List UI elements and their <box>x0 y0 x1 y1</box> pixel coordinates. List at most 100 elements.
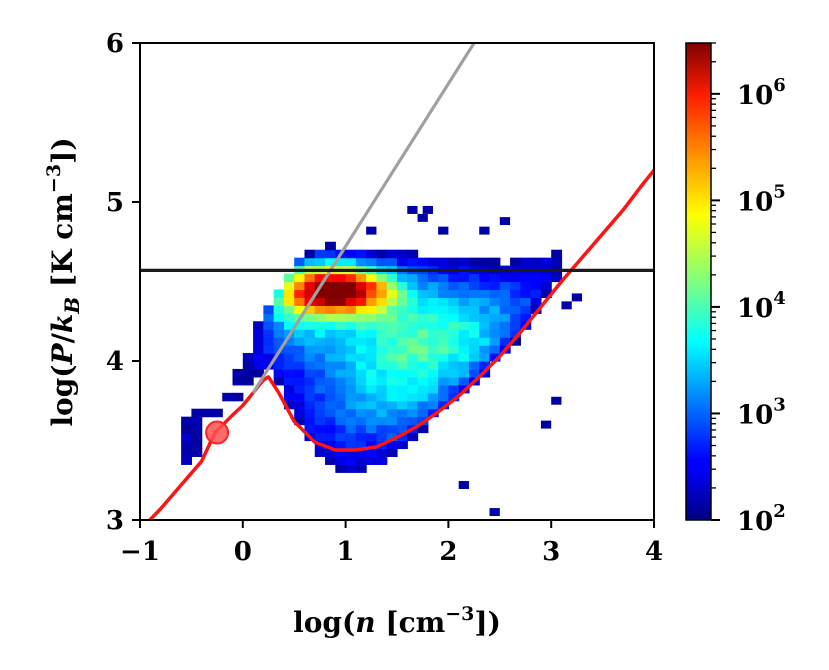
heatmap-cell <box>376 408 388 418</box>
heatmap-cell <box>479 313 491 322</box>
heatmap-cell <box>438 281 449 291</box>
heatmap-cell <box>438 392 449 402</box>
heatmap-cell <box>407 376 419 386</box>
heatmap-cell <box>386 361 398 370</box>
heatmap-cell <box>407 416 419 426</box>
heatmap-cell <box>468 305 480 314</box>
heatmap-cell <box>438 353 449 362</box>
heatmap-cell <box>335 400 347 410</box>
heatmap-cell <box>407 257 419 267</box>
heatmap-cell <box>489 305 501 314</box>
heatmap-cell <box>325 368 336 378</box>
heatmap-cell <box>304 345 316 354</box>
heatmap-cell <box>530 273 542 283</box>
heatmap-cell <box>397 257 408 267</box>
heatmap-cell <box>283 384 295 394</box>
heatmap-cell <box>253 345 264 354</box>
heatmap-cell <box>335 448 347 457</box>
heatmap-cell <box>530 257 542 267</box>
heatmap-cell <box>242 368 254 378</box>
heatmap-cell <box>427 345 439 354</box>
heatmap-cell <box>355 313 367 322</box>
heatmap-cell <box>314 273 326 283</box>
heatmap-cell <box>448 337 460 346</box>
heatmap-cell <box>489 508 500 517</box>
heatmap-cell <box>468 368 480 378</box>
heatmap-cell <box>304 416 316 426</box>
heatmap-cell <box>294 384 306 394</box>
heatmap-cell <box>345 353 357 362</box>
heatmap-cell <box>520 257 532 267</box>
heatmap-cell <box>397 337 408 346</box>
heatmap-cell <box>458 289 470 298</box>
heatmap-cell <box>366 424 378 434</box>
heatmap-cell <box>397 305 408 314</box>
heatmap-cell <box>366 376 378 386</box>
heatmap-cell <box>458 329 470 338</box>
colorbar-tick-label: 105 <box>737 181 786 217</box>
heatmap-cell <box>366 305 378 314</box>
series-line-equilibrium-thermal-pressure-curve <box>147 169 654 520</box>
heatmap-cell <box>499 217 511 226</box>
heatmap-cell <box>489 329 501 338</box>
heatmap-cell <box>376 337 388 346</box>
heatmap-cell <box>427 321 439 330</box>
heatmap-cell <box>376 345 388 354</box>
heatmap-cell <box>376 281 388 291</box>
heatmap-cell <box>335 416 347 426</box>
heatmap-cell <box>479 257 491 267</box>
heatmap-cell <box>366 416 378 426</box>
heatmap-cell <box>540 281 552 291</box>
heatmap-cell <box>510 337 521 346</box>
heatmap-cell <box>386 400 398 410</box>
heatmap-cell <box>510 305 521 314</box>
heatmap-cell <box>355 392 367 402</box>
heatmap-cell <box>314 400 326 410</box>
heatmap-cell <box>294 345 306 354</box>
heatmap-cell <box>376 313 388 322</box>
heatmap-cell <box>468 257 480 267</box>
heatmap-cell <box>397 376 408 386</box>
heatmap-cell <box>397 432 408 442</box>
heatmap-cell <box>253 337 264 346</box>
heatmap-cell <box>376 376 388 386</box>
heatmap-cell <box>304 305 316 314</box>
heatmap-cell <box>314 432 326 442</box>
heatmap-cell <box>355 297 367 306</box>
heatmap-cell <box>314 424 326 434</box>
heatmap-cell <box>191 432 203 442</box>
heatmap-cell <box>417 353 429 362</box>
heatmap-cell <box>417 257 429 267</box>
heatmap-cell <box>376 392 388 402</box>
heatmap-cell <box>355 464 367 473</box>
heatmap-cell <box>345 392 357 402</box>
heatmap-cell <box>366 273 378 283</box>
heatmap-cell <box>283 281 295 291</box>
heatmap-cell <box>345 448 357 457</box>
heatmap-cell <box>314 305 326 314</box>
x-axis-ticks: −1 0 1 2 3 4 <box>120 520 663 567</box>
heatmap-cell <box>366 329 378 338</box>
heatmap-cell <box>489 289 501 298</box>
heatmap-cell <box>283 313 295 322</box>
heatmap-cell <box>335 392 347 402</box>
heatmap-cell <box>273 353 285 362</box>
heatmap-cell <box>386 305 398 314</box>
heatmap-cell <box>263 353 275 362</box>
heatmap-cell <box>376 353 388 362</box>
heatmap-cell <box>314 448 326 457</box>
heatmap-cell <box>551 396 562 405</box>
heatmap-cell <box>335 424 347 434</box>
heatmap-cell <box>561 301 572 310</box>
heatmap-cell <box>263 305 275 314</box>
colorbar-tick-label: 103 <box>737 394 786 430</box>
data-point-initial-state <box>205 420 230 445</box>
heatmap-cell <box>438 313 449 322</box>
heatmap-cell <box>386 408 398 418</box>
heatmap-cell <box>407 384 419 394</box>
heatmap-cell <box>355 353 367 362</box>
heatmap-cell <box>520 273 532 283</box>
x-tick-label: 3 <box>542 537 560 567</box>
heatmap-cell <box>540 257 552 267</box>
heatmap-cell <box>489 273 501 283</box>
